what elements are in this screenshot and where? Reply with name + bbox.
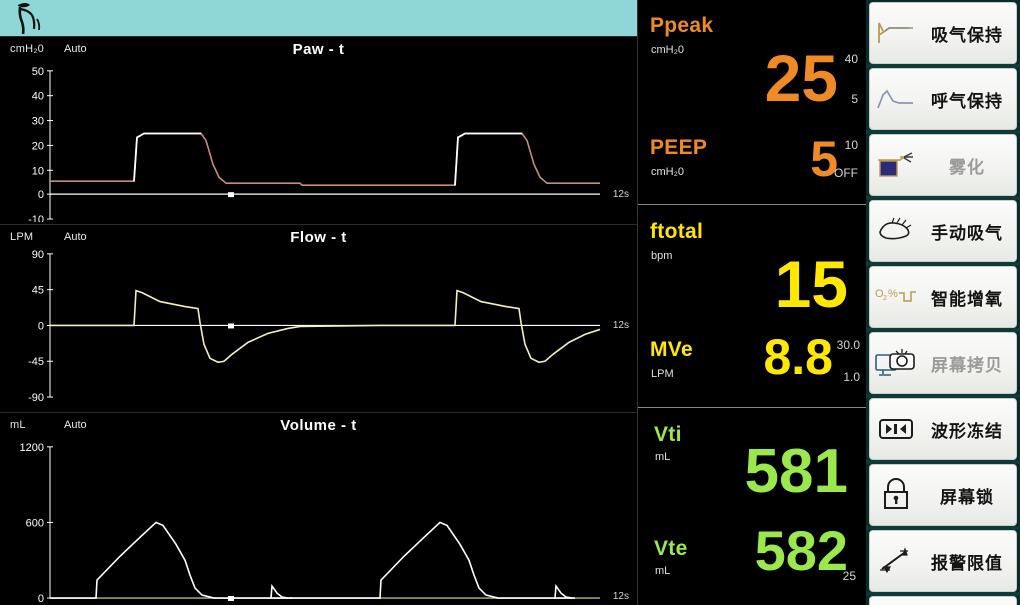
sidebar-button-screenshot[interactable]: 屏幕拷贝	[869, 332, 1017, 394]
peep-limit-low: OFF	[834, 166, 858, 180]
sidebar-label-screenshot: 屏幕拷贝	[931, 355, 1003, 376]
mve-limit-low: 1.0	[843, 370, 860, 384]
paw-scale-mode[interactable]: Auto	[64, 43, 87, 55]
vte-unit: mL	[655, 565, 671, 577]
sidebar-label-nebulizer: 雾化	[949, 157, 985, 178]
sidebar-separator	[866, 526, 1020, 530]
nebulizer-icon	[870, 143, 922, 187]
waveform-column: cmH₂0 Auto Paw - t 50 40 30 20 10 0 -10 …	[0, 0, 637, 605]
waveform-panel-volume[interactable]: mL Auto Volume - t 1200 600 0 12s	[0, 412, 637, 605]
sidebar-button-manual-breath[interactable]: 手动吸气	[869, 200, 1017, 262]
paw-time-label: 12s	[612, 189, 629, 200]
svg-text:O: O	[875, 288, 884, 300]
ppeak-value: 25	[764, 41, 838, 115]
expiratory-hold-icon	[870, 77, 922, 121]
mve-value: 8.8	[763, 329, 833, 385]
patient-logo-glyph	[17, 3, 41, 35]
sidebar-separator	[866, 130, 1020, 134]
waveform-panel-paw[interactable]: cmH₂0 Auto Paw - t 50 40 30 20 10 0 -10 …	[0, 36, 637, 222]
peep-value: 5	[810, 131, 838, 187]
o2-suction-icon: O 2 %	[870, 275, 922, 319]
peep-limit-high: 10	[844, 138, 858, 152]
vti-value: 581	[744, 437, 848, 506]
sidebar-separator	[866, 196, 1020, 200]
svg-text:%: %	[888, 288, 898, 300]
sidebar-separator	[866, 592, 1020, 596]
volume-unit-label: mL	[10, 419, 26, 431]
screen-lock-icon	[870, 473, 922, 517]
ppeak-unit: cmH₂0	[651, 44, 684, 56]
sidebar-label-freeze-waveform: 波形冻结	[931, 421, 1003, 442]
ftotal-value: 15	[774, 247, 848, 321]
mve-label: MVe	[650, 338, 693, 361]
sidebar-label-screen-lock: 屏幕锁	[940, 487, 994, 508]
inspiratory-hold-icon	[870, 11, 922, 55]
vte-value: 582	[754, 519, 848, 582]
flow-scale-mode[interactable]: Auto	[64, 231, 87, 243]
sidebar-separator	[866, 64, 1020, 68]
sidebar-separator	[866, 262, 1020, 266]
ftotal-label: ftotal	[650, 220, 704, 243]
volume-plot	[47, 446, 600, 602]
ppeak-limit-low: 5	[851, 92, 858, 106]
manual-breath-icon	[870, 209, 922, 253]
sidebar-button-o2-suction[interactable]: O 2 % 智能增氧	[869, 266, 1017, 328]
flow-plot	[47, 253, 601, 398]
vte-limit-low: 25	[842, 569, 856, 583]
flow-time-label: 12s	[612, 320, 629, 331]
header-bar	[0, 0, 637, 36]
sidebar-label-alarm-limits: 报警限值	[931, 553, 1003, 574]
paw-unit-label: cmH₂0	[10, 43, 44, 55]
vte-label: Vte	[654, 537, 688, 560]
ftotal-unit: bpm	[651, 250, 673, 262]
numeric-block-ventilation[interactable]: ftotal bpm 15 MVe LPM 8.8 30.0 1.0	[638, 206, 866, 408]
sidebar-button-inspiratory-hold[interactable]: 吸气保持	[869, 2, 1017, 64]
numeric-block-pressure[interactable]: Ppeak cmH₂0 25 40 5 PEEP cmH₂0 5 10 OFF	[638, 0, 866, 205]
numeric-block-volume[interactable]: Vti mL 581 Vte mL 582 25	[638, 409, 866, 605]
peep-unit: cmH₂0	[651, 166, 684, 178]
volume-scale-mode[interactable]: Auto	[64, 419, 87, 431]
peep-label: PEEP	[650, 136, 708, 159]
alarm-limits-icon	[870, 539, 922, 583]
sidebar-label-o2-suction: 智能增氧	[931, 289, 1003, 310]
mve-limit-high: 30.0	[836, 338, 860, 352]
sidebar-button-freeze-waveform[interactable]: 波形冻结	[869, 398, 1017, 460]
volume-title: Volume - t	[280, 417, 357, 434]
ppeak-label: Ppeak	[650, 14, 714, 37]
mve-unit: LPM	[651, 368, 674, 380]
paw-plot	[47, 70, 600, 220]
sidebar-label-inspiratory-hold: 吸气保持	[931, 25, 1003, 46]
freeze-waveform-icon	[870, 407, 922, 451]
sidebar-label-manual-breath: 手动吸气	[931, 223, 1003, 244]
vti-unit: mL	[655, 451, 671, 463]
flow-unit-label: LPM	[10, 231, 34, 243]
sidebar-button-screen-lock[interactable]: 屏幕锁	[869, 464, 1017, 526]
sidebar-button-alarm-limits[interactable]: 报警限值	[869, 530, 1017, 592]
sidebar: 吸气保持 呼气保持 雾化	[866, 0, 1020, 605]
paw-title: Paw - t	[292, 41, 345, 58]
sidebar-separator	[866, 460, 1020, 464]
ppeak-limit-high: 40	[844, 52, 858, 66]
vti-label: Vti	[654, 423, 682, 446]
numeric-column: Ppeak cmH₂0 25 40 5 PEEP cmH₂0 5 10 OFF …	[637, 0, 866, 605]
sidebar-label-expiratory-hold: 呼气保持	[931, 91, 1003, 112]
sidebar-button-main-menu[interactable]: 主菜单	[869, 596, 1017, 605]
waveform-panel-flow[interactable]: LPM Auto Flow - t 90 45 0 -45 -90 12s	[0, 224, 637, 410]
volume-time-label: 12s	[612, 591, 629, 602]
screenshot-icon	[870, 341, 922, 385]
flow-title: Flow - t	[290, 229, 347, 246]
sidebar-separator	[866, 394, 1020, 398]
sidebar-separator	[866, 328, 1020, 332]
sidebar-button-nebulizer[interactable]: 雾化	[869, 134, 1017, 196]
svg-text:2: 2	[883, 295, 887, 302]
sidebar-button-expiratory-hold[interactable]: 呼气保持	[869, 68, 1017, 130]
